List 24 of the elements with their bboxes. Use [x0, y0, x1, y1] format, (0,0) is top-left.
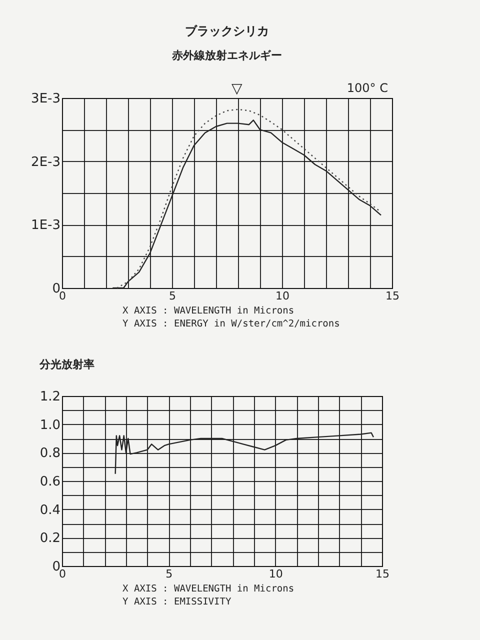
y-tick-label: 3E-3: [31, 92, 60, 106]
y-tick-label: 1.0: [40, 418, 60, 433]
text: Y AXIS : ENERGY in W/ster/cm^2/microns: [122, 318, 340, 330]
y-tick-label: 0.6: [40, 474, 60, 490]
chart-subtitle: 赤外線放射エネルギー: [171, 49, 282, 62]
x-tick-label: 5: [169, 290, 176, 302]
text: ▽: [232, 81, 243, 97]
x-axis-title: X AXIS : WAVELENGTH in Microns: [122, 306, 294, 316]
y-tick-label: 0.2: [40, 531, 60, 546]
x-tick-label: 10: [276, 290, 290, 302]
x-tick-label: 15: [376, 568, 390, 580]
text: 100° C: [346, 81, 388, 95]
text: Y AXIS : EMISSIVITY: [122, 596, 232, 608]
y-tick-label: 0.4: [40, 502, 60, 518]
y-tick-label: 2E-3: [31, 154, 60, 170]
chart-title: ブラックシリカ: [185, 24, 269, 38]
y-tick-label: 1E-3: [31, 218, 60, 234]
x-tick-label: 5: [166, 568, 173, 580]
y-tick-label: 1.2: [40, 390, 60, 404]
y-tick-label: 0.8: [40, 446, 60, 462]
x-tick-label: 15: [386, 290, 400, 302]
x-tick-label: 10: [268, 568, 283, 580]
x-axis-title: X AXIS : WAVELENGTH in Microns: [122, 584, 294, 594]
chart-title: 分光放射率: [38, 358, 94, 371]
